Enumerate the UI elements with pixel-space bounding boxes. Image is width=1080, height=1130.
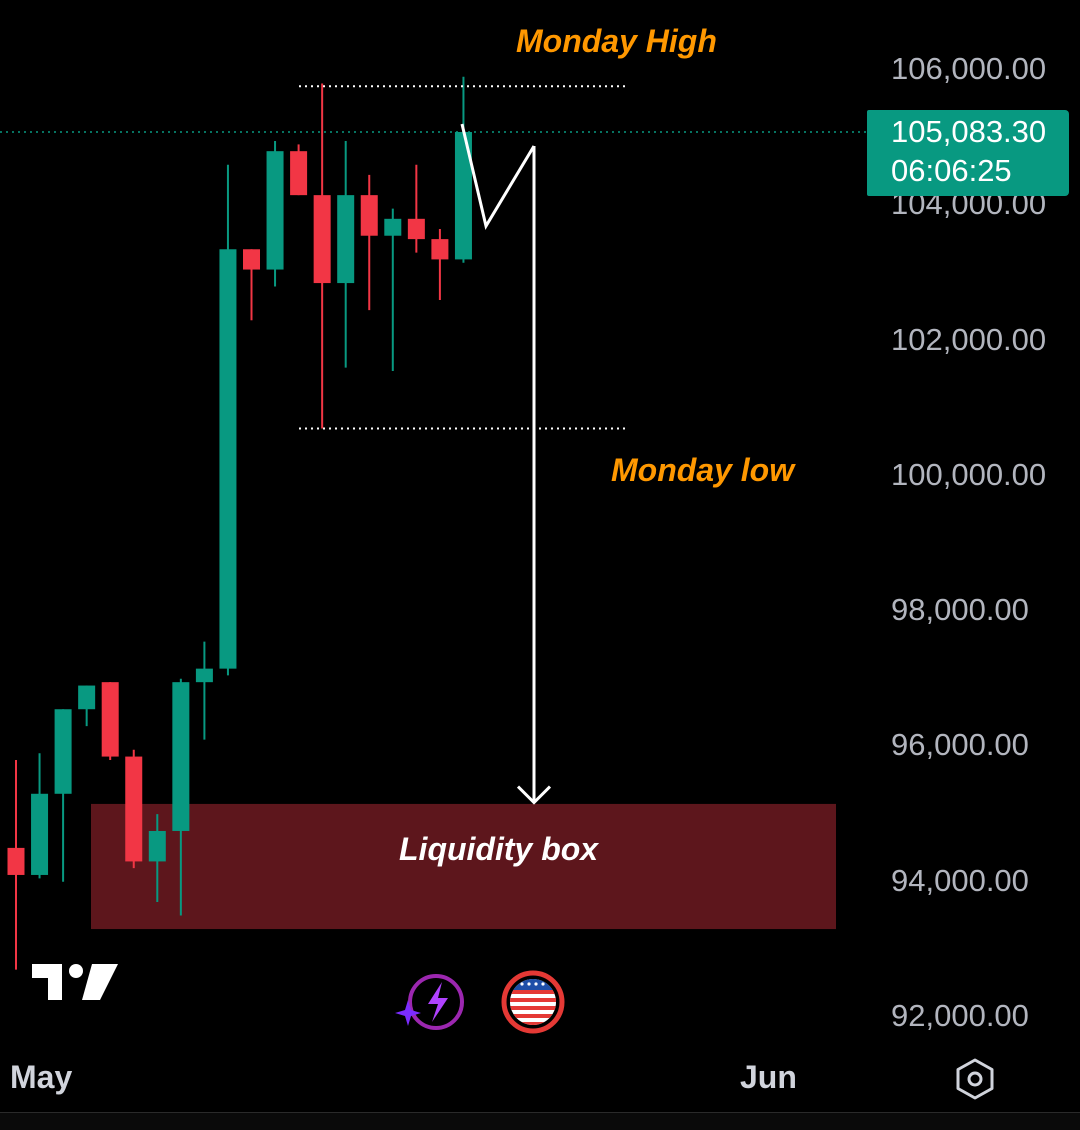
price-tick-label: 106,000.00: [891, 51, 1047, 86]
price-tick-label: 94,000.00: [891, 862, 1029, 898]
candle-down: [431, 239, 449, 260]
bar-countdown: 06:06:25: [891, 153, 1012, 188]
candle-up: [78, 685, 96, 710]
price-tick-label: 92,000.00: [891, 998, 1029, 1033]
candle-down: [360, 195, 378, 236]
price-tick-label: 102,000.00: [891, 321, 1047, 357]
bottom-strip: [0, 1112, 1080, 1130]
candle-down: [7, 847, 25, 875]
candle-up: [148, 830, 166, 862]
time-label-may: May: [10, 1059, 73, 1095]
candle-up: [384, 218, 402, 236]
candle-down: [407, 218, 425, 240]
candle-up: [195, 668, 213, 683]
settings-hexagon-icon[interactable]: [950, 1054, 1000, 1104]
candle-up: [337, 195, 355, 284]
candle-up: [54, 709, 72, 794]
candle-up: [454, 132, 472, 260]
time-label-jun: Jun: [740, 1059, 797, 1095]
candle-up: [172, 682, 190, 831]
liquidity-box-label: Liquidity box: [399, 831, 599, 867]
candle-up: [219, 249, 237, 669]
candle-down: [243, 249, 260, 270]
projection-arrow-head: [516, 785, 552, 805]
price-tick-label: 96,000.00: [891, 727, 1029, 763]
candle-down: [290, 151, 308, 196]
candle-up: [266, 151, 284, 270]
candle-up: [31, 793, 49, 875]
monday-low-label: Monday low: [611, 452, 795, 488]
current-price-value: 105,083.30: [891, 114, 1047, 149]
price-tick-label: 98,000.00: [891, 592, 1029, 628]
tradingview-logo-icon: [32, 964, 118, 1000]
projection-zigzag: [460, 123, 536, 230]
current-price-badge: 105,083.30 06:06:25: [867, 110, 1069, 196]
price-tick-label: 100,000.00: [891, 456, 1047, 492]
candle-down: [101, 682, 119, 757]
candle-down: [313, 195, 331, 284]
sparkle-lightning-icon[interactable]: [392, 970, 472, 1036]
us-flag-icon[interactable]: [500, 970, 566, 1036]
liquidity-box: [91, 803, 836, 930]
monday-high-label: Monday High: [516, 23, 717, 59]
candles-layer: [7, 76, 472, 970]
candle-down: [125, 756, 143, 862]
